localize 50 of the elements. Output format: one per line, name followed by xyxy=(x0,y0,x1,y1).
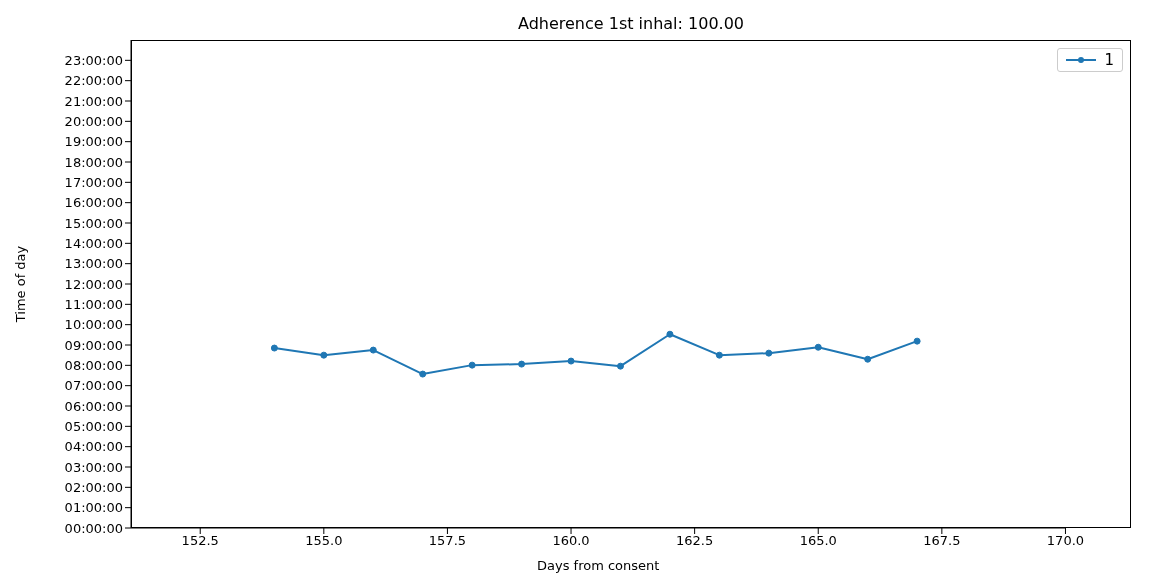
y-tick-label: 14:00:00 xyxy=(64,235,123,251)
point xyxy=(518,360,526,368)
y-axis-title: Time of day xyxy=(12,245,28,324)
y-tick-label: 11:00:00 xyxy=(64,296,123,312)
x-tick-label: 162.5 xyxy=(676,533,714,549)
x-tick-label: 165.0 xyxy=(799,533,837,549)
point xyxy=(765,349,773,357)
y-tick-label: 06:00:00 xyxy=(64,398,123,414)
y-tick-label: 17:00:00 xyxy=(64,174,123,190)
x-tick-label: 167.5 xyxy=(923,533,961,549)
y-tick-label: 23:00:00 xyxy=(64,52,123,68)
x-tick-label: 152.5 xyxy=(181,533,219,549)
point xyxy=(567,357,575,365)
point xyxy=(468,361,476,369)
y-tick-label: 16:00:00 xyxy=(64,195,123,211)
y-tick-label: 12:00:00 xyxy=(64,276,123,292)
y-tick-label: 02:00:00 xyxy=(64,479,123,495)
chart-title: Adherence 1st inhal: 100.00 xyxy=(516,14,746,33)
x-tick-label: 160.0 xyxy=(552,533,590,549)
point xyxy=(270,344,278,352)
y-tick-label: 22:00:00 xyxy=(64,73,123,89)
y-tick-label: 01:00:00 xyxy=(64,500,123,516)
x-axis-title: Days from consent xyxy=(537,558,660,573)
y-tick-label: 10:00:00 xyxy=(64,317,123,333)
point xyxy=(814,343,822,351)
y-tick-label: 00:00:00 xyxy=(64,520,123,536)
y-tick-label: 05:00:00 xyxy=(64,418,123,434)
y-tick-label: 15:00:00 xyxy=(64,215,123,231)
y-tick-label: 20:00:00 xyxy=(64,113,123,129)
point xyxy=(864,355,872,363)
x-tick-label: 155.0 xyxy=(305,533,343,549)
point xyxy=(913,337,921,345)
y-tick-label: 09:00:00 xyxy=(64,337,123,353)
y-tick-label: 03:00:00 xyxy=(64,459,123,475)
y-tick-label: 18:00:00 xyxy=(64,154,123,170)
y-tick-label: 07:00:00 xyxy=(64,378,123,394)
legend-label: 1 xyxy=(1104,51,1114,69)
x-tick-label: 170.0 xyxy=(1046,533,1085,549)
y-tick-label: 04:00:00 xyxy=(64,439,123,455)
y-tick-label: 19:00:00 xyxy=(64,134,123,150)
y-tick-label: 13:00:00 xyxy=(64,256,123,272)
point xyxy=(419,370,427,378)
x-tick-label: 157.5 xyxy=(428,533,467,549)
point xyxy=(616,362,624,370)
y-tick-label: 08:00:00 xyxy=(64,357,123,373)
y-tick-label: 21:00:00 xyxy=(64,93,123,109)
point xyxy=(666,330,674,338)
point xyxy=(369,346,377,354)
point xyxy=(320,351,328,359)
point xyxy=(715,351,723,359)
